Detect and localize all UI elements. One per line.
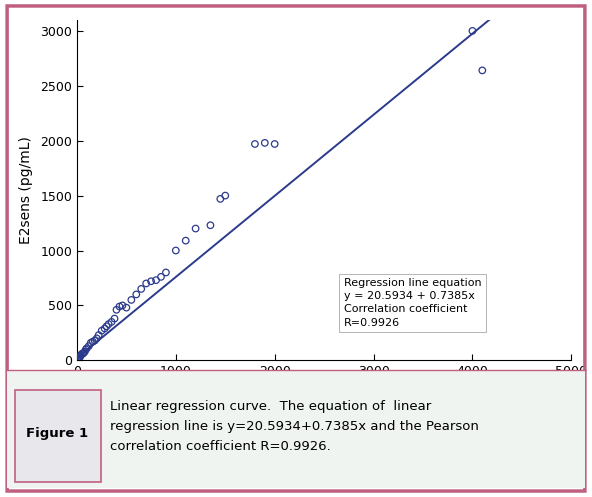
Point [73, 356, 82, 364]
Point [260, 139, 269, 147]
Point [75, 353, 84, 361]
Text: Linear regression curve.  The equation of  linear: Linear regression curve. The equation of… [110, 400, 431, 413]
Point [76, 352, 85, 360]
X-axis label: E2 (pg/mL): E2 (pg/mL) [286, 385, 362, 399]
Point [131, 290, 141, 298]
Text: Figure 1: Figure 1 [27, 427, 88, 440]
Point [80, 347, 89, 355]
Text: Regression line equation
y = 20.5934 + 0.7385x
Correlation coefficient
R=0.9926: Regression line equation y = 20.5934 + 0… [344, 278, 481, 328]
Point [205, 221, 215, 229]
Point [84, 342, 94, 350]
Point [141, 279, 151, 287]
Point [86, 339, 95, 347]
Point [468, 27, 477, 35]
Point [146, 277, 156, 285]
Point [104, 320, 113, 328]
Point [102, 322, 111, 330]
Point [181, 237, 191, 245]
Point [270, 140, 279, 148]
Point [81, 345, 91, 353]
Point [75, 353, 85, 361]
Point [171, 247, 181, 254]
Point [250, 140, 260, 148]
Point [74, 354, 83, 362]
Point [115, 303, 124, 311]
Point [110, 315, 119, 323]
Point [94, 331, 104, 339]
Point [107, 318, 116, 326]
Point [97, 327, 107, 334]
Point [79, 349, 89, 357]
Point [76, 351, 86, 359]
Point [78, 350, 88, 358]
Point [215, 195, 225, 203]
Point [220, 192, 230, 200]
Point [137, 285, 146, 293]
Point [82, 344, 92, 352]
Y-axis label: E2sens (pg/mL): E2sens (pg/mL) [20, 136, 33, 244]
Point [100, 325, 110, 332]
Point [90, 336, 99, 344]
Point [73, 356, 82, 364]
Point [127, 296, 136, 304]
Point [156, 273, 166, 281]
Point [122, 304, 131, 312]
Point [118, 302, 127, 310]
Point [191, 225, 200, 233]
Point [77, 350, 86, 358]
Point [92, 334, 101, 342]
Point [161, 268, 170, 276]
Point [88, 337, 98, 345]
Point [112, 306, 121, 314]
Text: regression line is y=20.5934+0.7385x and the Pearson: regression line is y=20.5934+0.7385x and… [110, 420, 478, 433]
Point [74, 355, 83, 363]
Point [478, 67, 487, 75]
Text: correlation coefficient R=0.9926.: correlation coefficient R=0.9926. [110, 440, 330, 453]
Point [73, 355, 83, 363]
Point [152, 276, 161, 284]
